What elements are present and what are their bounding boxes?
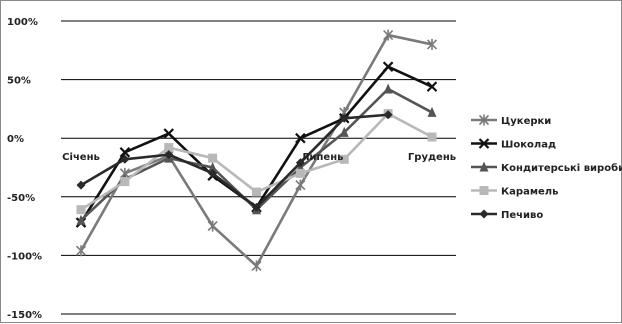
data-point <box>383 83 393 94</box>
data-point <box>339 126 349 137</box>
marker-stroke <box>478 138 490 149</box>
marker-stroke <box>163 128 175 139</box>
legend-label: Печиво <box>501 210 543 221</box>
y-tick-label: 0% <box>7 134 24 145</box>
data-point <box>164 150 174 160</box>
data-point <box>208 153 218 163</box>
data-point <box>295 168 305 178</box>
data-point <box>208 168 218 178</box>
marker-stroke <box>119 146 131 158</box>
data-point <box>163 128 175 139</box>
legend-label: Карамель <box>501 187 558 198</box>
series-line <box>80 113 389 209</box>
marker-stroke <box>295 132 306 144</box>
data-point <box>252 187 261 197</box>
data-point <box>295 158 305 168</box>
data-point <box>295 179 306 191</box>
data-point <box>426 81 438 92</box>
data-point <box>251 260 262 272</box>
category-label: Липень <box>301 152 343 163</box>
data-point <box>252 202 261 212</box>
series-square <box>76 109 437 215</box>
legend-item: Шоколад <box>471 138 556 151</box>
legend-label: Шоколад <box>501 140 556 151</box>
series-diamond <box>76 110 393 212</box>
data-point <box>427 106 437 117</box>
y-tick-label: 100% <box>7 17 38 28</box>
series-line <box>79 33 433 268</box>
marker-stroke <box>382 61 394 72</box>
y-tick-label: -50% <box>7 193 35 204</box>
data-point <box>383 110 393 120</box>
data-point <box>120 154 130 164</box>
y-tick-label: -150% <box>7 310 42 321</box>
legend-item: Карамель <box>471 186 558 198</box>
legend-label: Цукерки <box>501 116 551 127</box>
series-line <box>80 87 433 222</box>
y-axis-tick-labels: 100% 50% 0% -50% -100% -150% <box>7 17 42 321</box>
data-point <box>427 132 437 142</box>
legend-item: Кондитерські вироби <box>471 161 622 174</box>
data-point <box>295 132 306 144</box>
y-tick-label: -100% <box>7 251 42 262</box>
legend-item: Цукерки <box>471 114 551 127</box>
data-point <box>479 161 489 172</box>
data-point <box>119 146 131 158</box>
data-point <box>426 38 438 50</box>
data-point <box>383 29 394 41</box>
data-point <box>76 205 86 215</box>
category-label: Грудень <box>408 152 456 163</box>
y-tick-label: 50% <box>7 76 31 87</box>
data-point <box>207 220 218 232</box>
data-point <box>479 209 489 219</box>
category-labels: Січень Липень Грудень <box>62 152 456 163</box>
legend-label: Кондитерські вироби <box>501 162 622 174</box>
data-point <box>76 180 86 190</box>
data-point <box>75 245 87 257</box>
series-line <box>79 65 433 224</box>
marker-stroke <box>426 81 438 92</box>
data-point <box>382 61 394 72</box>
data-point <box>164 143 174 153</box>
gridlines <box>61 20 456 315</box>
data-point <box>478 114 490 126</box>
data-point <box>120 177 130 187</box>
data-point <box>479 186 489 195</box>
series-layer <box>75 29 438 272</box>
series-x <box>75 61 438 228</box>
data-point <box>339 154 349 164</box>
data-point <box>76 214 86 225</box>
category-label: Січень <box>62 152 100 163</box>
data-point <box>208 162 218 172</box>
legend: Цукерки Шоколад Кондитерські вироби Карамел… <box>471 114 622 221</box>
legend-item: Печиво <box>471 209 543 221</box>
data-point <box>478 138 490 149</box>
data-point <box>339 113 349 123</box>
